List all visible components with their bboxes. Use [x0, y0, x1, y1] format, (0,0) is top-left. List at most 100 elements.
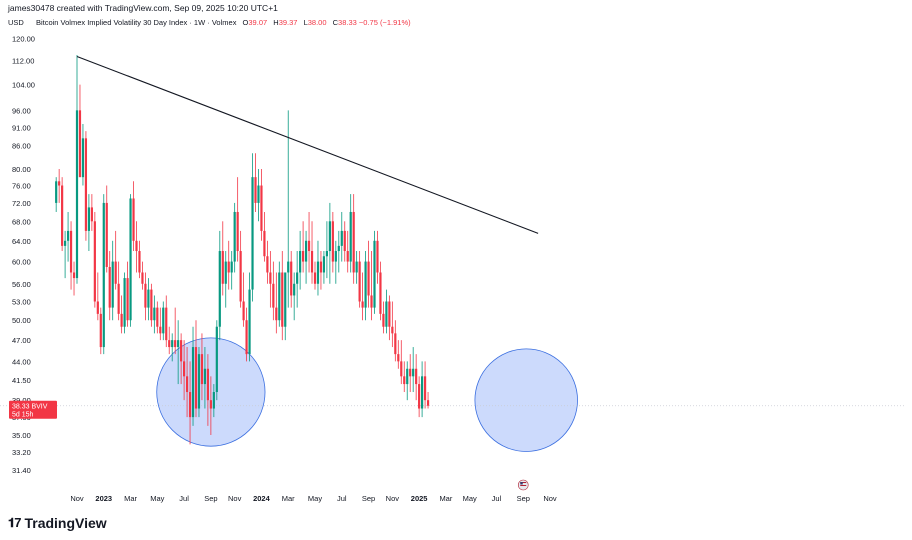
high-value: 39.37: [278, 18, 298, 27]
x-tick-label: Sep: [362, 494, 375, 503]
candle-body: [391, 326, 394, 334]
candle-body: [168, 340, 171, 348]
symbol-title: Bitcoin Volmex Implied Volatility 30 Day…: [35, 18, 237, 27]
close-label: C: [332, 18, 339, 27]
candle-body: [331, 221, 334, 262]
candle-body: [156, 307, 159, 327]
x-tick-label: Sep: [517, 494, 530, 503]
candle-body: [409, 368, 412, 377]
candle-body: [337, 245, 340, 252]
tradingview-brand[interactable]: 𝟏7 TradingView: [8, 515, 107, 531]
highlight-circles: [0, 337, 906, 452]
candle-body: [90, 207, 93, 222]
candle-body: [141, 272, 144, 284]
y-tick-label: 91.00: [12, 124, 31, 133]
trendline-layer: [76, 55, 539, 234]
y-tick-label: 80.00: [12, 165, 31, 174]
x-tick-label: Jul: [492, 494, 502, 503]
candle-body: [123, 278, 126, 327]
candle-body: [197, 354, 201, 409]
candle-body: [284, 272, 287, 327]
x-tick-label: Nov: [70, 494, 84, 503]
candle-body: [361, 301, 364, 308]
price-tag-value: 38.33 BVIV: [12, 403, 48, 410]
candle-body: [221, 251, 224, 284]
candle-body: [412, 368, 415, 377]
candle-body: [343, 230, 346, 252]
x-tick-label: May: [150, 494, 164, 503]
candle-body: [99, 313, 102, 348]
candle-body: [212, 392, 215, 409]
candle-body: [93, 221, 96, 302]
candle-body: [150, 289, 153, 321]
candle-body: [272, 283, 275, 308]
candle-body: [313, 272, 317, 284]
y-tick-label: 76.00: [12, 182, 31, 191]
candle-body: [307, 240, 311, 252]
candle-body: [278, 272, 281, 321]
y-tick-label: 60.00: [12, 258, 31, 267]
y-tick-label: 72.00: [12, 199, 31, 208]
candle-body: [135, 240, 138, 252]
candle-body: [153, 307, 156, 321]
candle-body: [379, 272, 382, 314]
candle-body: [227, 261, 230, 273]
candle-body: [239, 251, 242, 302]
y-tick-label: 47.00: [12, 336, 31, 345]
candle-body: [180, 340, 183, 362]
candle-body: [236, 211, 239, 252]
candle-body: [346, 251, 349, 262]
candle-body: [61, 185, 64, 246]
candle-body: [171, 340, 174, 348]
candle-body: [319, 261, 323, 273]
candle-body: [421, 376, 424, 409]
candle-body: [132, 198, 135, 241]
y-tick-label: 44.00: [12, 357, 31, 366]
currency-label: USD: [8, 18, 24, 27]
candle-body: [69, 230, 73, 273]
candle-body: [257, 185, 260, 203]
candle-body: [400, 361, 403, 377]
candle-body: [418, 384, 421, 409]
candle-body: [299, 251, 302, 273]
event-flag-icon[interactable]: [517, 479, 529, 491]
x-tick-label: 2025: [411, 494, 428, 503]
candle-body: [102, 202, 105, 348]
candle-body: [233, 211, 236, 262]
candle-body: [129, 198, 132, 321]
flag-canton: [520, 482, 523, 485]
candle-body: [159, 326, 162, 334]
x-tick-label: Mar: [439, 494, 452, 503]
time-axis[interactable]: Nov 2023 Mar May Jul Sep Nov 2024 Mar May Jul Sep No…: [70, 494, 557, 503]
candle-body: [266, 256, 269, 273]
y-tick-label: 86.00: [12, 142, 31, 151]
resistance-trendline: [76, 55, 539, 234]
candle-body: [245, 320, 248, 355]
candle-body: [58, 181, 61, 186]
candle-body: [254, 177, 257, 203]
tradingview-logo-icon: 𝟏7: [8, 515, 22, 530]
candle-body: [78, 110, 82, 178]
candle-body: [209, 400, 212, 409]
y-tick-label: 68.00: [12, 217, 31, 226]
chart-credit: james30478 created with TradingView.com,…: [8, 3, 278, 13]
candle-body: [376, 240, 379, 273]
candle-body: [364, 261, 367, 308]
candle-body: [185, 376, 189, 393]
candle-body: [328, 221, 331, 252]
candle-body: [403, 376, 406, 385]
candle-body: [230, 261, 233, 273]
candle-body: [248, 289, 251, 355]
candle-body: [349, 211, 352, 262]
x-tick-label: Nov: [543, 494, 557, 503]
candle-body: [415, 368, 418, 385]
candle-body: [108, 266, 111, 308]
candles-layer: [55, 55, 430, 445]
candle-body: [322, 256, 326, 273]
candle-body: [302, 251, 305, 262]
candle-body: [340, 230, 343, 246]
y-tick-label: 120.00: [12, 35, 35, 44]
candle-body: [81, 138, 85, 178]
candle-body: [242, 301, 245, 321]
